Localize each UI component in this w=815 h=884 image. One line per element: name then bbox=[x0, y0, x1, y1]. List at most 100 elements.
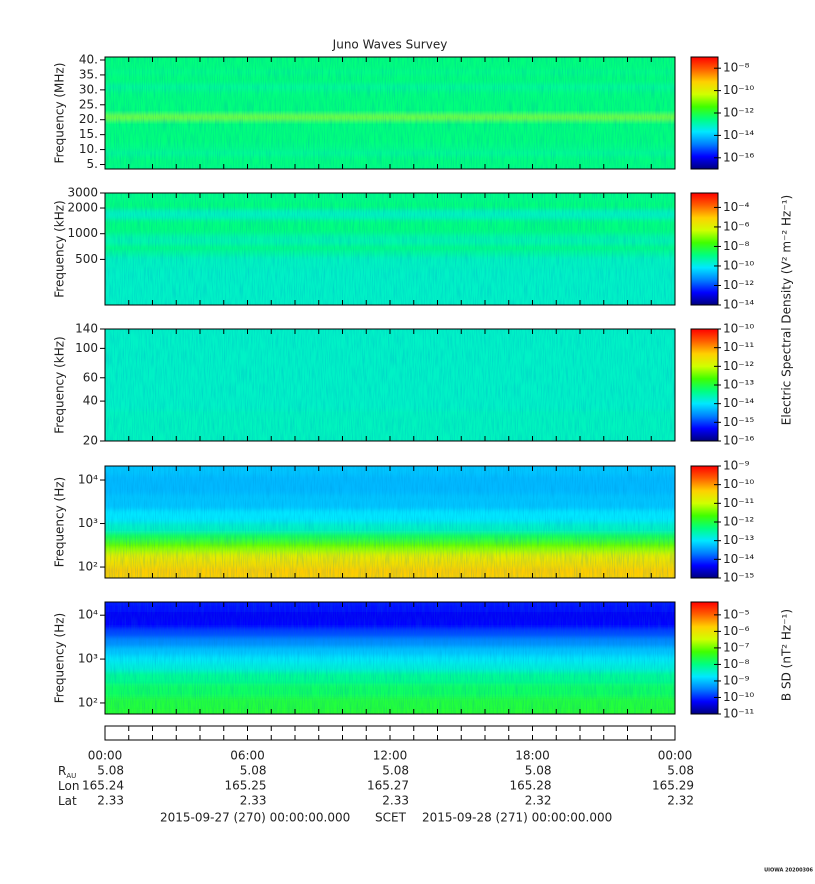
y-tick-label: 10² bbox=[78, 695, 98, 709]
y-tick-label: 30. bbox=[79, 82, 98, 96]
x-tick-label: 00:00 bbox=[88, 749, 123, 763]
spectrogram bbox=[105, 57, 675, 169]
texture bbox=[105, 466, 675, 578]
y-tick-label: 60 bbox=[83, 370, 98, 384]
colorbar-tick-label: 10⁻⁸ bbox=[723, 657, 750, 671]
colorbar-tick-label: 10⁻¹¹ bbox=[723, 496, 754, 510]
ephemeris-value: 165.25 bbox=[225, 779, 267, 793]
texture bbox=[105, 602, 675, 714]
colorbar-tick-label: 10⁻¹³ bbox=[723, 533, 754, 547]
y-axis-title: Frequency (kHz) bbox=[53, 336, 67, 433]
colorbar bbox=[690, 328, 719, 442]
colorbar-tick-label: 10⁻⁹ bbox=[723, 673, 750, 687]
colorbar-tick-label: 10⁻¹¹ bbox=[723, 707, 754, 721]
ephemeris-value: 5.08 bbox=[97, 764, 124, 778]
x-tick-label: 12:00 bbox=[373, 749, 408, 763]
colorbar-tick-label: 10⁻¹⁴ bbox=[723, 128, 754, 142]
colorbar-tick-label: 10⁻⁶ bbox=[723, 624, 750, 638]
y-tick-label: 20. bbox=[79, 112, 98, 126]
colorbar-tick-label: 10⁻¹⁵ bbox=[723, 415, 754, 429]
ephemeris-value: 5.08 bbox=[382, 764, 409, 778]
colorbar-tick-label: 10⁻¹⁴ bbox=[723, 396, 754, 410]
texture bbox=[105, 193, 675, 305]
y-tick-label: 10⁴ bbox=[78, 608, 98, 622]
ephemeris-label-subscript: AU bbox=[66, 772, 76, 780]
ephemeris-value: 2.33 bbox=[382, 794, 409, 808]
y-axis-title: Frequency (Hz) bbox=[53, 477, 67, 568]
y-tick-label: 10³ bbox=[78, 516, 98, 530]
y-tick-label: 1000 bbox=[67, 226, 98, 240]
colorbar-tick-label: 10⁻¹² bbox=[723, 278, 754, 292]
ephemeris-value: 165.28 bbox=[510, 779, 552, 793]
colorbar-tick-label: 10⁻¹⁰ bbox=[723, 258, 754, 272]
ephemeris-label-text: R bbox=[58, 764, 66, 778]
colorbar bbox=[690, 56, 719, 170]
ephemeris-label: Lon bbox=[58, 779, 79, 793]
colorbar-title: Electric Spectral Density (V² m⁻² Hz⁻¹) bbox=[780, 195, 794, 425]
ephemeris-label: RAU bbox=[58, 764, 76, 781]
colorbar-tick-label: 10⁻¹⁰ bbox=[723, 690, 754, 704]
y-axis-title: Frequency (Hz) bbox=[53, 613, 67, 704]
colorbar-tick-label: 10⁻¹² bbox=[723, 359, 754, 373]
ephemeris-label-text: Lon bbox=[58, 779, 79, 793]
y-tick-label: 5. bbox=[87, 157, 98, 171]
time-range-start: 2015-09-27 (270) 00:00:00.000 bbox=[160, 811, 350, 825]
ephemeris-label-text: Lat bbox=[58, 794, 77, 808]
ephemeris-value: 2.32 bbox=[525, 794, 552, 808]
y-tick-label: 10² bbox=[78, 560, 98, 574]
colorbar-title: B SD (nT² Hz⁻¹) bbox=[780, 609, 794, 701]
y-tick-label: 500 bbox=[75, 252, 98, 266]
ephemeris-label: Lat bbox=[58, 794, 77, 808]
y-axis-title: Frequency (kHz) bbox=[53, 200, 67, 297]
spectrogram bbox=[105, 193, 675, 305]
colorbar-tick-label: 10⁻¹² bbox=[723, 515, 754, 529]
colorbar-tick-label: 10⁻⁸ bbox=[723, 61, 750, 75]
ephemeris-value: 2.32 bbox=[667, 794, 694, 808]
colorbar-tick-label: 10⁻¹⁴ bbox=[723, 298, 754, 312]
colorbar-tick-label: 10⁻¹⁰ bbox=[723, 83, 754, 97]
ephemeris-value: 5.08 bbox=[240, 764, 267, 778]
y-tick-label: 100 bbox=[75, 341, 98, 355]
y-tick-label: 20 bbox=[83, 434, 98, 448]
y-tick-label: 40. bbox=[79, 52, 98, 66]
y-tick-label: 25. bbox=[79, 97, 98, 111]
y-tick-label: 3000 bbox=[67, 186, 98, 200]
colorbar-tick-label: 10⁻⁹ bbox=[723, 459, 750, 473]
texture bbox=[105, 329, 675, 441]
colorbar-tick-label: 10⁻¹⁰ bbox=[723, 477, 754, 491]
colorbar-tick-label: 10⁻¹⁵ bbox=[723, 571, 754, 585]
y-tick-label: 10³ bbox=[78, 652, 98, 666]
spectrogram bbox=[105, 466, 675, 578]
y-tick-label: 10. bbox=[79, 142, 98, 156]
spectrogram bbox=[105, 329, 675, 441]
y-axis-title: Frequency (MHz) bbox=[53, 63, 67, 164]
ephemeris-value: 165.29 bbox=[652, 779, 694, 793]
ephemeris-value: 5.08 bbox=[667, 764, 694, 778]
y-tick-label: 35. bbox=[79, 67, 98, 81]
y-tick-label: 40 bbox=[83, 394, 98, 408]
colorbar-tick-label: 10⁻¹⁴ bbox=[723, 552, 754, 566]
x-tick-label: 00:00 bbox=[658, 749, 693, 763]
time-range-label: SCET bbox=[375, 811, 407, 825]
x-tick-label: 06:00 bbox=[230, 749, 265, 763]
colorbar-tick-label: 10⁻⁸ bbox=[723, 239, 750, 253]
y-tick-label: 140 bbox=[75, 322, 98, 336]
y-tick-label: 10⁴ bbox=[78, 473, 98, 487]
ephemeris-value: 165.24 bbox=[82, 779, 124, 793]
x-tick-label: 18:00 bbox=[515, 749, 550, 763]
colorbar bbox=[690, 192, 719, 306]
colorbar-tick-label: 10⁻⁵ bbox=[723, 607, 750, 621]
chart-title: Juno Waves Survey bbox=[332, 38, 448, 52]
ephemeris-value: 165.27 bbox=[367, 779, 409, 793]
colorbar-tick-label: 10⁻⁷ bbox=[723, 640, 750, 654]
credit: UIOWA 20200306 bbox=[764, 868, 813, 874]
colorbar-tick-label: 10⁻¹² bbox=[723, 106, 754, 120]
colorbar bbox=[690, 601, 719, 715]
y-tick-label: 2000 bbox=[67, 201, 98, 215]
colorbar-tick-label: 10⁻⁴ bbox=[723, 200, 750, 214]
colorbar-tick-label: 10⁻¹⁶ bbox=[723, 150, 754, 164]
texture bbox=[105, 57, 675, 169]
colorbar-tick-label: 10⁻¹¹ bbox=[723, 340, 754, 354]
